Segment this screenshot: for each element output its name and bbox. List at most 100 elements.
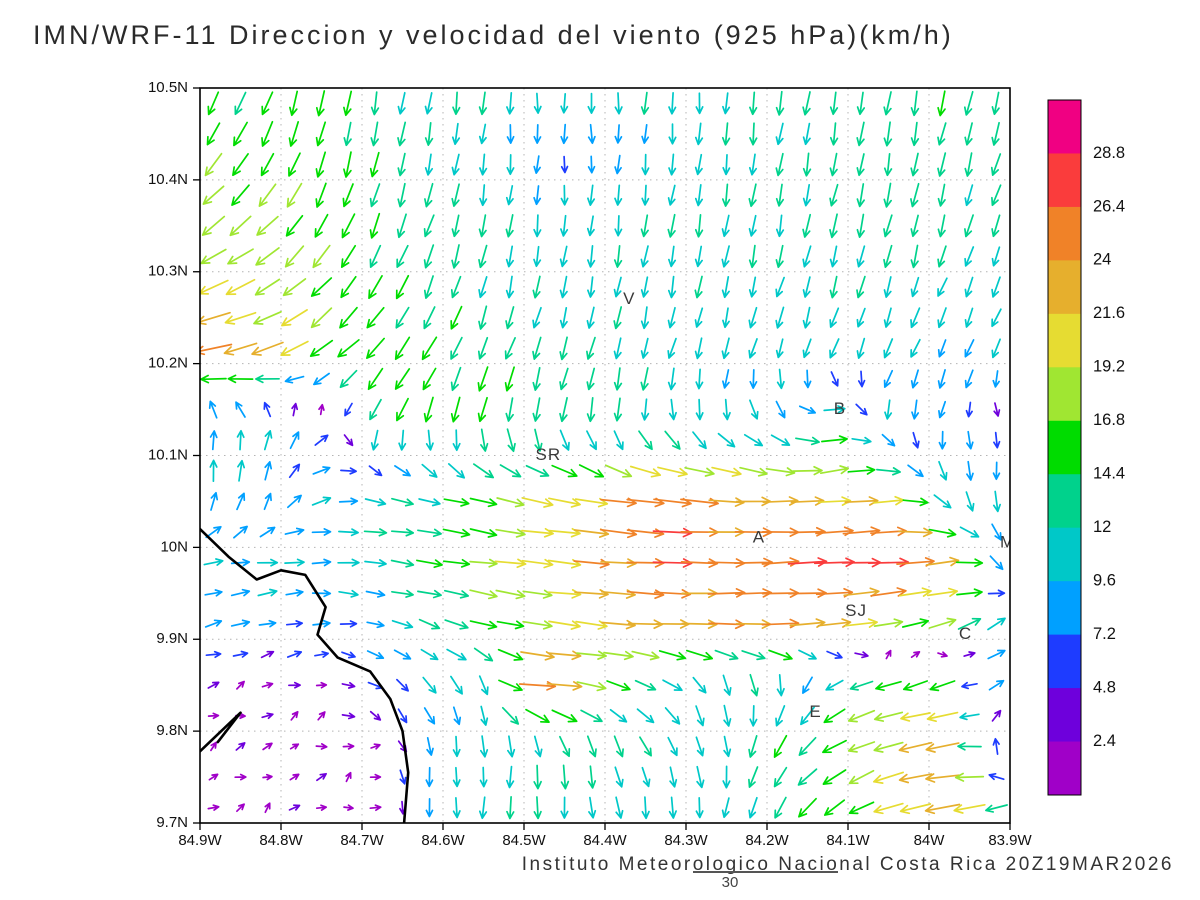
colorbar-label: 21.6 bbox=[1093, 304, 1125, 322]
wind-arrow bbox=[289, 90, 299, 117]
wind-arrow bbox=[286, 182, 303, 208]
wind-arrow bbox=[991, 308, 1002, 328]
wind-arrow bbox=[603, 650, 634, 661]
wind-arrow bbox=[505, 397, 514, 422]
wind-arrow bbox=[640, 245, 649, 268]
wind-arrow bbox=[641, 766, 651, 788]
wind-arrow bbox=[559, 367, 569, 391]
wind-arrow bbox=[370, 429, 379, 451]
wind-arrow bbox=[201, 215, 226, 236]
wind-arrow bbox=[255, 247, 280, 266]
wind-arrow bbox=[613, 367, 623, 391]
wind-arrow bbox=[314, 650, 329, 658]
wind-arrow bbox=[966, 460, 974, 481]
wind-arrow bbox=[802, 183, 811, 207]
wind-arrow bbox=[370, 91, 380, 116]
wind-arrow bbox=[992, 370, 1000, 388]
wind-arrow bbox=[680, 558, 719, 568]
wind-arrow bbox=[447, 463, 466, 479]
wind-arrow bbox=[289, 773, 300, 781]
wind-arrow bbox=[424, 92, 433, 115]
wind-arrow bbox=[424, 182, 434, 208]
wind-arrow bbox=[883, 152, 893, 177]
wind-arrow bbox=[394, 368, 411, 390]
wind-arrow bbox=[264, 461, 273, 481]
wind-arrow bbox=[547, 589, 582, 599]
wind-arrow bbox=[829, 275, 838, 299]
colorbar-segment bbox=[1048, 206, 1081, 261]
wind-arrow bbox=[442, 558, 471, 568]
wind-arrow bbox=[955, 558, 984, 568]
wind-arrow bbox=[548, 620, 581, 630]
wind-arrow bbox=[479, 766, 488, 788]
wind-arrow bbox=[397, 91, 406, 115]
wind-arrow bbox=[694, 245, 703, 268]
wind-arrow bbox=[282, 278, 307, 297]
wind-arrow bbox=[965, 401, 973, 418]
wind-arrow bbox=[692, 431, 707, 450]
wind-arrow bbox=[614, 124, 623, 144]
wind-arrow bbox=[614, 184, 623, 206]
wind-arrow bbox=[884, 399, 893, 420]
wind-arrow bbox=[342, 743, 355, 750]
wind-arrow bbox=[451, 214, 460, 238]
wind-arrow bbox=[586, 306, 595, 329]
wind-arrow bbox=[587, 155, 596, 174]
wind-arrow bbox=[613, 276, 622, 298]
wind-arrow bbox=[901, 618, 930, 628]
wind-arrow bbox=[937, 651, 948, 658]
colorbar: 28.8 26.4 24 21.6 19.2 16.8 14.4 12 9.6 7.2 4.8 2.4 bbox=[1047, 99, 1125, 796]
wind-arrow bbox=[721, 245, 730, 268]
wind-arrow bbox=[236, 492, 246, 511]
wind-arrow bbox=[450, 675, 463, 695]
wind-arrow bbox=[258, 183, 277, 207]
wind-arrow bbox=[900, 712, 931, 722]
wind-arrow bbox=[206, 122, 221, 146]
wind-arrow bbox=[506, 91, 515, 115]
coastline-group bbox=[200, 527, 410, 823]
wind-arrow bbox=[722, 369, 730, 389]
wind-arrow bbox=[522, 589, 553, 599]
colorbar-label: 24 bbox=[1093, 251, 1111, 269]
wind-arrow bbox=[202, 185, 225, 205]
wind-arrow bbox=[477, 396, 488, 423]
wind-arrow bbox=[748, 735, 758, 758]
wind-arrow bbox=[696, 765, 705, 789]
wind-arrow bbox=[209, 459, 218, 483]
wind-arrow bbox=[802, 152, 812, 177]
wind-arrow bbox=[883, 91, 892, 116]
wind-arrow bbox=[723, 735, 732, 758]
wind-arrow bbox=[343, 804, 354, 811]
wind-arrow bbox=[721, 797, 730, 819]
wind-arrow bbox=[667, 275, 677, 299]
wind-arrow bbox=[773, 734, 788, 758]
wind-arrow bbox=[578, 464, 605, 478]
wind-arrow bbox=[883, 214, 893, 238]
wind-arrow bbox=[856, 275, 866, 299]
wind-arrow bbox=[856, 121, 865, 147]
wind-arrow bbox=[210, 491, 219, 511]
x-tick-label: 84.5W bbox=[502, 832, 546, 845]
wind-arrow bbox=[478, 305, 488, 330]
wind-arrow bbox=[497, 648, 524, 661]
wind-arrow bbox=[234, 91, 247, 116]
wind-arrow bbox=[391, 497, 414, 507]
chart-title: IMN/WRF-11 Direccion y velocidad del vie… bbox=[33, 20, 954, 50]
wind-arrow bbox=[576, 681, 607, 692]
wind-arrow bbox=[472, 463, 495, 479]
wind-arrow bbox=[938, 400, 947, 419]
wind-arrow bbox=[601, 619, 636, 630]
wind-arrow bbox=[667, 337, 677, 359]
wind-arrow bbox=[343, 151, 352, 178]
station-label: B bbox=[834, 399, 846, 418]
wind-arrow bbox=[829, 122, 839, 146]
wind-arrow bbox=[398, 429, 407, 451]
wind-arrow bbox=[956, 588, 983, 598]
wind-arrow bbox=[829, 152, 838, 177]
wind-arrow bbox=[695, 797, 704, 819]
wind-arrow bbox=[285, 620, 304, 628]
wind-arrow bbox=[396, 678, 409, 692]
wind-arrow bbox=[910, 182, 920, 208]
wind-arrow bbox=[207, 681, 220, 689]
wind-arrow bbox=[634, 679, 657, 691]
